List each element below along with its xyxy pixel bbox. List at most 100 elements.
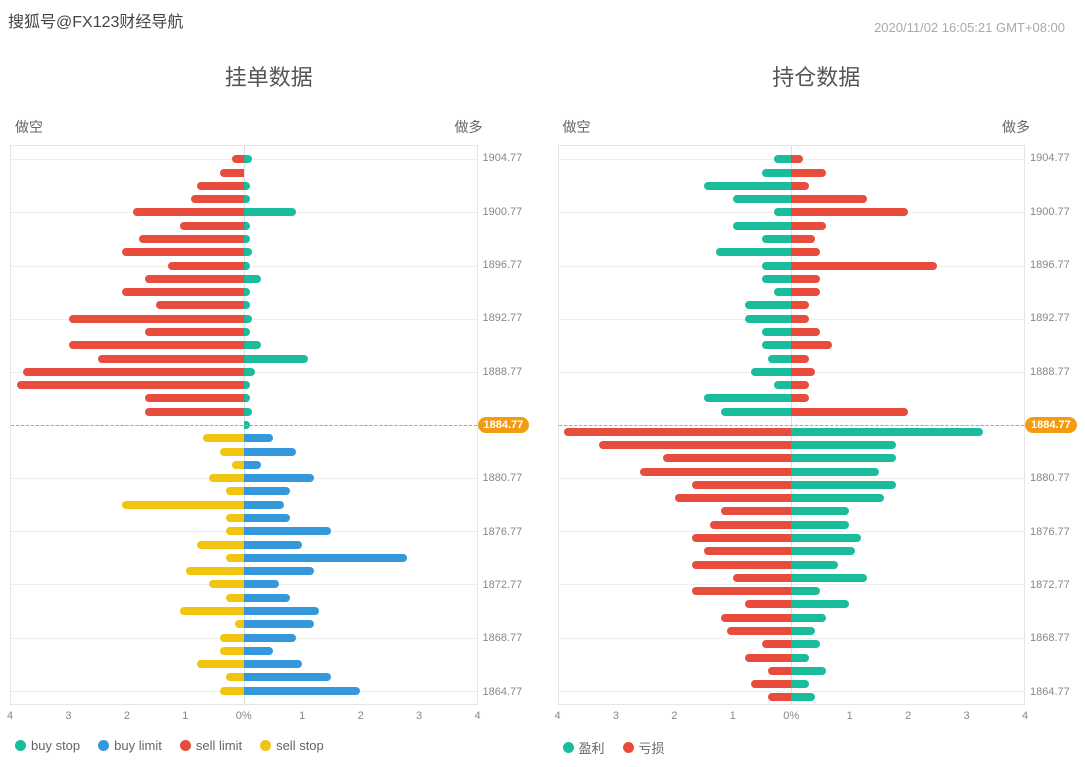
chart-orders-xaxis: 43210%1234 (10, 705, 478, 730)
bar-right (244, 448, 296, 456)
bar-right (244, 222, 250, 230)
legend-item: buy stop (15, 738, 80, 753)
bar-left (599, 441, 791, 449)
chart-positions-xaxis: 43210%1234 (558, 705, 1026, 730)
bar-right (244, 262, 250, 270)
chart-positions-legend: 盈利亏损 (558, 738, 1076, 757)
bar-right (791, 288, 820, 296)
x-tick-label: 2 (671, 710, 677, 722)
bar-right (244, 580, 279, 588)
y-tick-label: 1876.77 (1030, 526, 1070, 538)
legend-label: sell stop (276, 738, 324, 753)
bar-left (122, 248, 244, 256)
bar-left (17, 381, 244, 389)
bar-left (745, 315, 792, 323)
bar-left (139, 235, 244, 243)
bar-right (244, 341, 261, 349)
x-tick-label: 1 (847, 710, 853, 722)
bar-left (733, 195, 791, 203)
bar-left (721, 614, 791, 622)
bar-right (244, 554, 407, 562)
label-long: 做多 (455, 117, 483, 137)
bar-right (244, 673, 331, 681)
chart-orders-title: 挂单数据 (10, 60, 528, 92)
bar-right (244, 567, 314, 575)
bar-right (791, 235, 814, 243)
bar-left (226, 487, 243, 495)
current-price-line (559, 425, 1025, 426)
bar-left (209, 580, 244, 588)
chart-orders-yaxis: 1904.771900.771896.771892.771888.771884.… (478, 145, 528, 705)
bar-right (791, 468, 878, 476)
bar-right (791, 248, 820, 256)
bar-right (244, 195, 250, 203)
bar-left (733, 222, 791, 230)
bar-right (244, 660, 302, 668)
label-short: 做空 (563, 117, 591, 137)
bar-left (640, 468, 791, 476)
y-tick-label: 1864.77 (483, 686, 523, 698)
bar-right (244, 501, 285, 509)
x-tick-label: 3 (964, 710, 970, 722)
bar-right (244, 235, 250, 243)
bar-left (145, 275, 244, 283)
bar-left (145, 394, 244, 402)
bar-right (244, 687, 360, 695)
x-tick-label: 2 (905, 710, 911, 722)
bar-right (244, 248, 253, 256)
bar-left (768, 693, 791, 701)
bar-left (774, 155, 791, 163)
bar-right (244, 634, 296, 642)
bar-right (791, 481, 896, 489)
legend-dot (98, 740, 109, 751)
bar-right (244, 620, 314, 628)
bar-left (232, 461, 244, 469)
x-tick-label: 3 (65, 710, 71, 722)
bar-left (226, 673, 243, 681)
bar-left (692, 534, 791, 542)
bar-right (244, 301, 250, 309)
bar-right (244, 275, 261, 283)
bar-left (226, 514, 243, 522)
x-tick-label: 3 (416, 710, 422, 722)
bar-right (791, 394, 808, 402)
bar-right (791, 328, 820, 336)
bar-right (244, 594, 291, 602)
bar-right (791, 534, 861, 542)
bar-left (762, 275, 791, 283)
bar-right (791, 680, 808, 688)
y-tick-label: 1888.77 (1030, 366, 1070, 378)
bar-right (244, 647, 273, 655)
y-tick-label: 1888.77 (483, 366, 523, 378)
bar-right (244, 607, 320, 615)
bar-right (244, 381, 250, 389)
bar-right (791, 627, 814, 635)
bar-left (745, 654, 792, 662)
x-tick-label: 3 (613, 710, 619, 722)
legend-dot (260, 740, 271, 751)
legend-label: buy limit (114, 738, 162, 753)
bar-left (220, 634, 243, 642)
bar-left (745, 600, 792, 608)
bar-right (791, 507, 849, 515)
bar-left (69, 315, 244, 323)
y-tick-label: 1904.77 (483, 152, 523, 164)
current-price-badge: 1884.77 (478, 417, 530, 433)
bar-left (232, 155, 244, 163)
bar-left (180, 607, 244, 615)
chart-orders-axis-labels: 做空 做多 (10, 117, 528, 137)
bar-left (727, 627, 791, 635)
legend-label: 亏损 (639, 738, 665, 757)
bar-left (220, 647, 243, 655)
bar-left (762, 328, 791, 336)
bar-left (122, 288, 244, 296)
bar-left (156, 301, 243, 309)
bar-left (168, 262, 244, 270)
y-tick-label: 1872.77 (483, 579, 523, 591)
bar-left (197, 660, 244, 668)
bar-left (751, 368, 792, 376)
bar-right (791, 355, 808, 363)
bar-right (244, 434, 273, 442)
bar-left (186, 567, 244, 575)
bar-right (244, 461, 261, 469)
